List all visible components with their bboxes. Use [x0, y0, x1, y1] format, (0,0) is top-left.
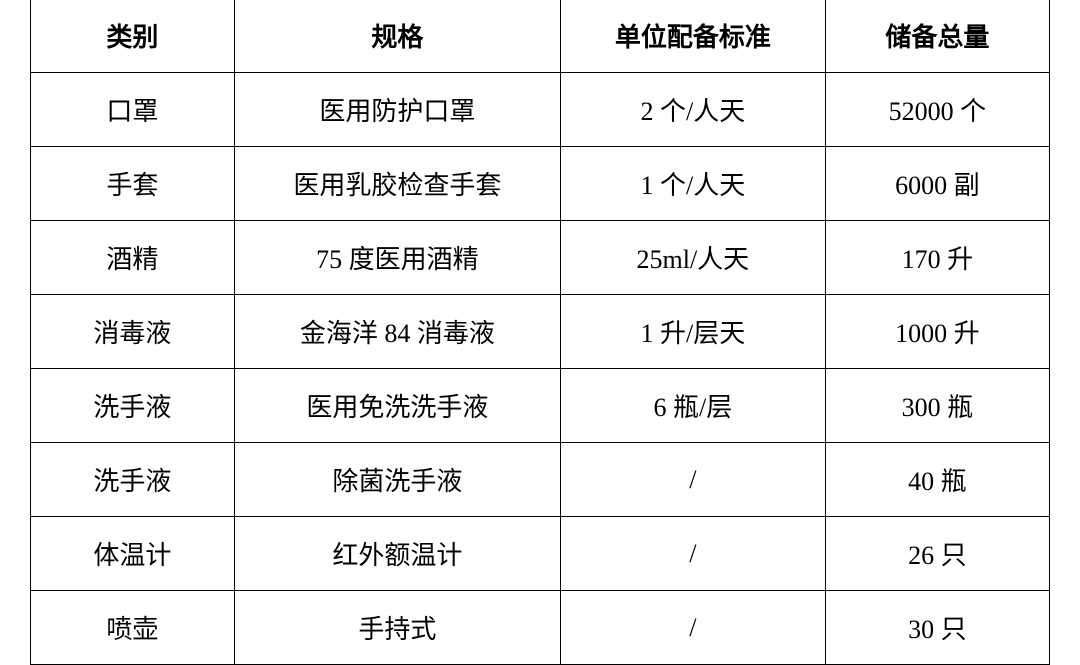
table-row: 洗手液 除菌洗手液 / 40 瓶 — [31, 443, 1050, 517]
table-header-row: 类别 规格 单位配备标准 储备总量 — [31, 0, 1050, 73]
supply-table: 类别 规格 单位配备标准 储备总量 口罩 医用防护口罩 2 个/人天 52000… — [30, 0, 1050, 665]
cell-standard: / — [560, 591, 825, 665]
cell-total: 26 只 — [825, 517, 1049, 591]
cell-spec: 金海洋 84 消毒液 — [234, 295, 560, 369]
cell-standard: / — [560, 517, 825, 591]
cell-category: 体温计 — [31, 517, 235, 591]
cell-total: 52000 个 — [825, 73, 1049, 147]
cell-spec: 75 度医用酒精 — [234, 221, 560, 295]
header-category: 类别 — [31, 0, 235, 73]
cell-category: 洗手液 — [31, 369, 235, 443]
cell-spec: 除菌洗手液 — [234, 443, 560, 517]
cell-standard: 1 个/人天 — [560, 147, 825, 221]
cell-total: 40 瓶 — [825, 443, 1049, 517]
table-row: 口罩 医用防护口罩 2 个/人天 52000 个 — [31, 73, 1050, 147]
cell-category: 手套 — [31, 147, 235, 221]
cell-spec: 医用乳胶检查手套 — [234, 147, 560, 221]
cell-category: 口罩 — [31, 73, 235, 147]
header-total: 储备总量 — [825, 0, 1049, 73]
cell-category: 酒精 — [31, 221, 235, 295]
cell-total: 30 只 — [825, 591, 1049, 665]
table-row: 消毒液 金海洋 84 消毒液 1 升/层天 1000 升 — [31, 295, 1050, 369]
table-row: 手套 医用乳胶检查手套 1 个/人天 6000 副 — [31, 147, 1050, 221]
cell-total: 6000 副 — [825, 147, 1049, 221]
cell-standard: 1 升/层天 — [560, 295, 825, 369]
cell-spec: 医用防护口罩 — [234, 73, 560, 147]
table-row: 酒精 75 度医用酒精 25ml/人天 170 升 — [31, 221, 1050, 295]
table-row: 洗手液 医用免洗洗手液 6 瓶/层 300 瓶 — [31, 369, 1050, 443]
cell-total: 1000 升 — [825, 295, 1049, 369]
cell-spec: 红外额温计 — [234, 517, 560, 591]
table-row: 喷壶 手持式 / 30 只 — [31, 591, 1050, 665]
cell-spec: 医用免洗洗手液 — [234, 369, 560, 443]
header-standard: 单位配备标准 — [560, 0, 825, 73]
cell-standard: 2 个/人天 — [560, 73, 825, 147]
cell-total: 300 瓶 — [825, 369, 1049, 443]
cell-spec: 手持式 — [234, 591, 560, 665]
cell-total: 170 升 — [825, 221, 1049, 295]
cell-category: 洗手液 — [31, 443, 235, 517]
cell-standard: 6 瓶/层 — [560, 369, 825, 443]
cell-standard: 25ml/人天 — [560, 221, 825, 295]
cell-category: 消毒液 — [31, 295, 235, 369]
cell-standard: / — [560, 443, 825, 517]
cell-category: 喷壶 — [31, 591, 235, 665]
header-spec: 规格 — [234, 0, 560, 73]
table-row: 体温计 红外额温计 / 26 只 — [31, 517, 1050, 591]
